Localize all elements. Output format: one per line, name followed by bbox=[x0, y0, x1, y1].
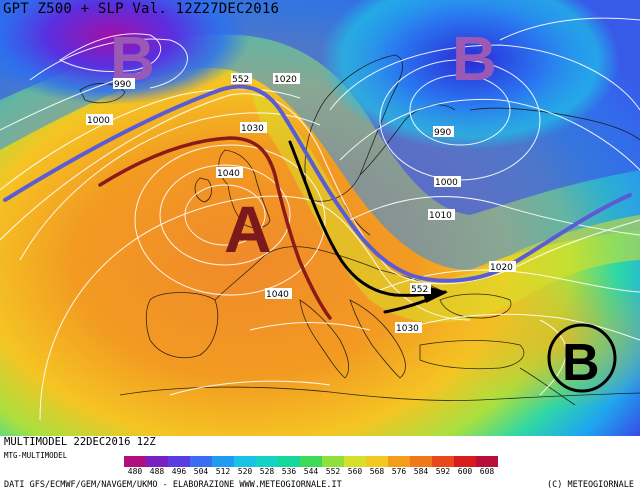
legend-swatch bbox=[234, 456, 256, 467]
ridge-axis bbox=[98, 136, 332, 320]
low-pressure-letter-southeast: B bbox=[562, 334, 600, 392]
geopotential-label: 552 bbox=[411, 285, 428, 295]
isobar-label: 1000 bbox=[87, 116, 110, 126]
legend-tick-label: 600 bbox=[457, 467, 473, 476]
isobar-label: 1030 bbox=[241, 124, 264, 134]
legend-tick-label: 608 bbox=[479, 467, 495, 476]
legend-swatch bbox=[212, 456, 234, 467]
color-scale bbox=[124, 456, 498, 467]
low-pressure-letter-northeast: B bbox=[452, 25, 497, 94]
legend-tick-label: 560 bbox=[347, 467, 363, 476]
legend-tick-label: 480 bbox=[127, 467, 143, 476]
low-pressure-core-northeast bbox=[320, 0, 620, 150]
legend-tick-label: 512 bbox=[215, 467, 231, 476]
legend-tick-label: 528 bbox=[259, 467, 275, 476]
model-run-label: MULTIMODEL 22DEC2016 12Z bbox=[4, 436, 156, 448]
isobar-label: 1000 bbox=[435, 178, 458, 188]
legend-swatch bbox=[454, 456, 476, 467]
legend-swatch bbox=[432, 456, 454, 467]
isobar-label: 990 bbox=[434, 128, 451, 138]
legend-tick-label: 584 bbox=[413, 467, 429, 476]
legend-swatch bbox=[410, 456, 432, 467]
isobar-label: 1020 bbox=[274, 75, 297, 85]
legend-swatch bbox=[190, 456, 212, 467]
isobar-label: 1030 bbox=[396, 324, 419, 334]
model-name-label: MTG-MULTIMODEL bbox=[4, 451, 68, 460]
legend-tick-label: 576 bbox=[391, 467, 407, 476]
legend-swatch bbox=[300, 456, 322, 467]
cold-air-flow-arrow bbox=[288, 140, 442, 297]
legend-swatch bbox=[146, 456, 168, 467]
copyright-label: (C) METEOGIORNALE bbox=[547, 480, 634, 490]
legend-swatch bbox=[322, 456, 344, 467]
map-title: GPT Z500 + SLP Val. 12Z27DEC2016 bbox=[3, 1, 280, 17]
legend-panel: MULTIMODEL 22DEC2016 12Z MTG-MULTIMODEL … bbox=[0, 436, 640, 493]
color-scale-ticks: 480 488 496 504 512 520 528 536 544 552 560 568 576 5… bbox=[124, 467, 498, 476]
legend-swatch bbox=[366, 456, 388, 467]
low-pressure-circle bbox=[547, 323, 617, 393]
geopotential-map: B B A B 990 1000 552 1020 1030 1040 990 … bbox=[0, 0, 640, 436]
legend-swatch bbox=[278, 456, 300, 467]
low-pressure-core-northwest bbox=[0, 0, 250, 105]
legend-tick-label: 520 bbox=[237, 467, 253, 476]
legend-tick-label: 568 bbox=[369, 467, 385, 476]
data-credit: DATI GFS/ECMWF/GEM/NAVGEM/UKMO - ELABORA… bbox=[4, 480, 342, 490]
legend-tick-label: 496 bbox=[171, 467, 187, 476]
legend-swatch bbox=[168, 456, 190, 467]
isobar-label: 1020 bbox=[490, 263, 513, 273]
legend-tick-label: 544 bbox=[303, 467, 319, 476]
isobar-labels: 990 1000 552 1020 1030 1040 990 1000 101… bbox=[86, 73, 516, 334]
isobar-label: 1010 bbox=[429, 211, 452, 221]
legend-tick-label: 592 bbox=[435, 467, 451, 476]
isobar-label: 1040 bbox=[266, 290, 289, 300]
legend-swatch bbox=[344, 456, 366, 467]
legend-tick-label: 504 bbox=[193, 467, 209, 476]
legend-tick-label: 552 bbox=[325, 467, 341, 476]
legend-swatch bbox=[476, 456, 498, 467]
isobar-label: 1040 bbox=[217, 169, 240, 179]
legend-swatch bbox=[256, 456, 278, 467]
legend-tick-label: 488 bbox=[149, 467, 165, 476]
legend-swatch bbox=[124, 456, 146, 467]
isobar-label: 990 bbox=[114, 80, 131, 90]
geopotential-label: 552 bbox=[232, 75, 249, 85]
legend-tick-label: 536 bbox=[281, 467, 297, 476]
high-pressure-letter: A bbox=[224, 192, 272, 266]
legend-swatch bbox=[388, 456, 410, 467]
